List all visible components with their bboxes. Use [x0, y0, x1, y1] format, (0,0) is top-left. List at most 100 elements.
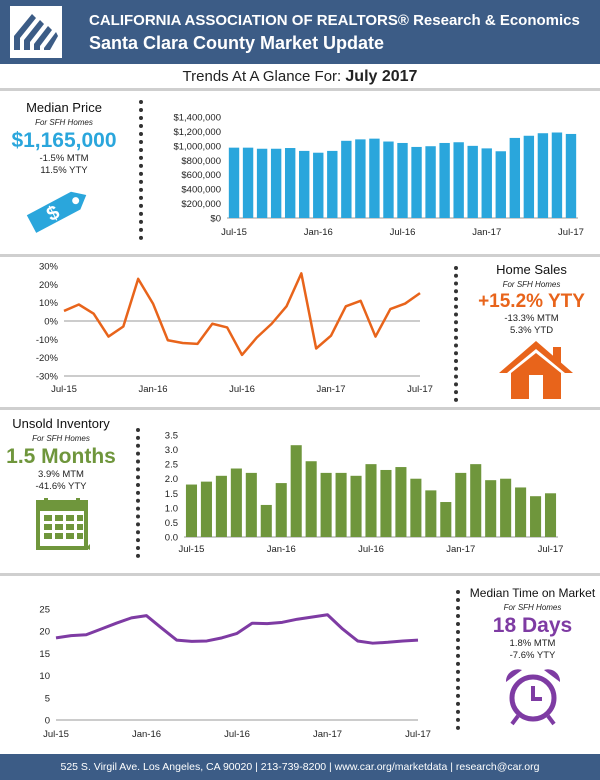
separator-dots — [456, 590, 460, 730]
y-tick-label: 15 — [39, 649, 50, 660]
median-price-subtitle: For SFH Homes — [35, 118, 93, 127]
y-tick-label: 1.5 — [165, 489, 178, 500]
divider — [0, 88, 600, 91]
days-on-market-panel: Median Time on Market For SFH Homes 18 D… — [465, 586, 600, 662]
x-tick-label: Jan-17 — [316, 384, 345, 395]
median-price-title: Median Price — [26, 100, 102, 115]
bar — [523, 135, 535, 218]
y-tick-label: -20% — [36, 353, 59, 364]
median-price-yty: 11.5% YTY — [40, 165, 88, 176]
days-on-market-mtm: 1.8% MTM — [509, 638, 556, 649]
bar — [369, 138, 380, 218]
house-icon — [497, 337, 575, 401]
inventory-mtm: 3.9% MTM — [38, 469, 84, 480]
x-tick-label: Jul-16 — [390, 227, 416, 238]
home-sales-chart: 30% 20% 10% 0% -10% -20% -30%Jul-15 Jan-16 Jul-1… — [36, 262, 433, 396]
bar — [284, 148, 296, 218]
bar — [500, 478, 512, 537]
y-tick-label: 5 — [45, 693, 50, 704]
x-tick-label: Jan-16 — [132, 729, 161, 740]
bar — [256, 148, 268, 218]
footer-contact: 525 S. Virgil Ave. Los Angeles, CA 90020… — [60, 761, 540, 773]
y-tick-label: $800,000 — [181, 156, 221, 167]
bar — [335, 472, 347, 537]
home-sales-value: +15.2% YTY — [478, 291, 585, 312]
y-tick-label: $400,000 — [181, 185, 221, 196]
y-tick-label: 20 — [39, 627, 50, 638]
y-tick-label: 0.0 — [165, 533, 178, 544]
x-tick-label: Jul-16 — [229, 384, 255, 395]
x-tick-label: Jul-17 — [407, 384, 433, 395]
y-tick-label: 30% — [39, 262, 59, 273]
x-tick-label: Jan-17 — [472, 227, 501, 238]
home-sales-title: Home Sales — [496, 262, 567, 277]
bar — [355, 139, 366, 218]
bar — [467, 145, 478, 218]
bar — [313, 152, 324, 218]
divider — [0, 254, 600, 257]
bar — [565, 133, 577, 218]
days-on-market-value: 18 Days — [492, 614, 573, 637]
x-tick-label: Jul-15 — [221, 227, 247, 238]
y-tick-label: 0.5 — [165, 518, 178, 529]
divider — [0, 407, 600, 410]
x-tick-label: Jul-16 — [358, 544, 384, 555]
x-tick-label: Jul-15 — [43, 729, 69, 740]
x-tick-label: Jul-17 — [405, 729, 431, 740]
bar — [290, 445, 302, 537]
series-line — [63, 272, 421, 357]
bar — [230, 468, 242, 537]
bar — [455, 472, 467, 537]
bar — [270, 148, 282, 218]
median-price-panel: Median Price For SFH Homes $1,165,000 -1… — [0, 100, 128, 177]
separator-dots — [139, 100, 143, 240]
x-tick-label: Jan-16 — [138, 384, 167, 395]
bar — [411, 146, 422, 218]
bar — [425, 490, 437, 537]
x-tick-label: Jul-15 — [51, 384, 77, 395]
y-tick-label: 10% — [39, 298, 59, 309]
x-tick-label: Jan-16 — [267, 544, 296, 555]
y-tick-label: 0% — [44, 317, 58, 328]
inventory-subtitle: For SFH Homes — [32, 434, 90, 443]
y-tick-label: 3.0 — [165, 445, 178, 456]
bar — [495, 151, 506, 218]
bar — [551, 132, 563, 218]
logo-graphic — [14, 14, 58, 50]
y-tick-label: $1,000,000 — [173, 141, 221, 152]
y-tick-label: 20% — [39, 280, 59, 291]
bar — [327, 150, 338, 218]
inventory-value: 1.5 Months — [6, 445, 116, 468]
bar — [365, 464, 377, 537]
y-tick-label: $600,000 — [181, 170, 221, 181]
y-tick-label: $200,000 — [181, 199, 221, 210]
alarm-clock-icon — [500, 666, 566, 726]
header-bar: CALIFORNIA ASSOCIATION OF REALTORS® Rese… — [0, 0, 600, 64]
footer-bar: 525 S. Virgil Ave. Los Angeles, CA 90020… — [0, 754, 600, 780]
y-tick-label: $1,400,000 — [173, 113, 221, 124]
inventory-yty: -41.6% YTY — [35, 481, 87, 492]
median-price-value: $1,165,000 — [11, 129, 117, 152]
trends-heading: Trends At A Glance For: July 2017 — [0, 68, 600, 86]
bar — [260, 504, 272, 537]
trends-label: Trends At A Glance For: — [182, 68, 342, 85]
home-sales-ytd: 5.3% YTD — [509, 325, 554, 336]
median-price-mtm: -1.5% MTM — [39, 153, 89, 164]
bar — [200, 481, 212, 537]
days-on-market-subtitle: For SFH Homes — [503, 603, 562, 612]
bar — [544, 493, 557, 537]
calendar-icon — [34, 496, 92, 552]
y-tick-label: -30% — [36, 372, 59, 383]
x-tick-label: Jan-17 — [313, 729, 342, 740]
bar — [537, 133, 549, 218]
header-report-title: Santa Clara County Market Update — [89, 33, 385, 53]
bar — [320, 472, 332, 537]
x-tick-label: Jan-17 — [446, 544, 475, 555]
bar — [509, 137, 521, 218]
car-logo — [10, 6, 62, 58]
bar — [485, 480, 497, 537]
bar — [410, 478, 422, 537]
median-price-chart: $0 $200,000 $400,000 $600,000 $800,000 $1,000… — [173, 113, 583, 239]
home-sales-subtitle: For SFH Homes — [502, 280, 561, 289]
separator-dots — [454, 266, 458, 402]
